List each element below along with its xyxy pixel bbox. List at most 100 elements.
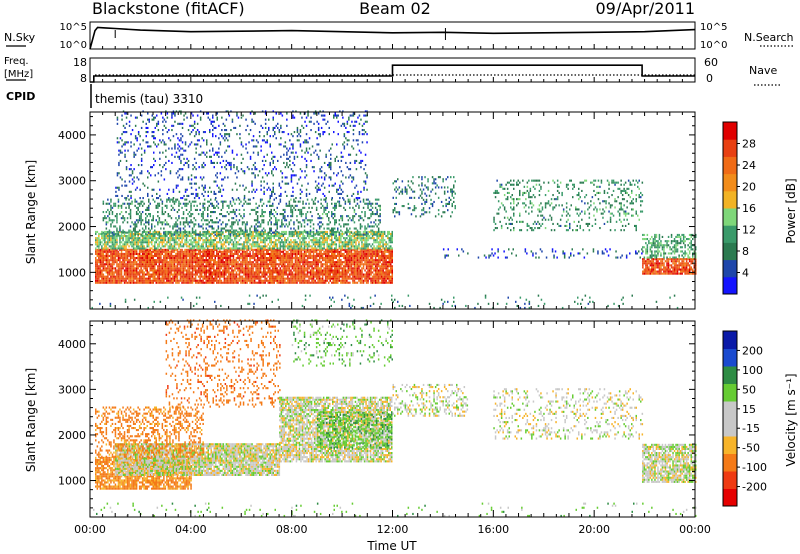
- data-cell: [374, 275, 377, 278]
- data-cell: [191, 267, 194, 270]
- data-cell: [306, 254, 309, 257]
- data-cell: [182, 230, 185, 233]
- data-cell: [355, 265, 357, 268]
- data-cell: [353, 235, 356, 238]
- data-cell: [158, 254, 161, 257]
- data-cell: [181, 277, 183, 280]
- data-cell: [352, 252, 354, 255]
- data-cell: [249, 271, 251, 274]
- data-cell: [175, 235, 177, 238]
- data-cell: [272, 273, 274, 276]
- data-cell: [196, 247, 198, 250]
- data-cell: [258, 235, 260, 238]
- data-cell: [256, 269, 259, 272]
- data-cell: [193, 237, 195, 240]
- data-cell: [259, 281, 262, 284]
- data-cell: [368, 269, 371, 272]
- data-cell: [116, 230, 118, 233]
- data-cell: [279, 269, 282, 272]
- data-cell: [138, 248, 141, 251]
- data-cell: [350, 254, 353, 257]
- data-cell: [244, 277, 247, 280]
- data-cell: [119, 230, 121, 233]
- data-cell: [278, 281, 280, 284]
- data-cell: [193, 261, 195, 264]
- data-cell: [362, 267, 365, 270]
- data-cell: [173, 275, 176, 278]
- data-cell: [288, 254, 291, 257]
- data-cell: [241, 257, 244, 260]
- data-cell: [246, 245, 248, 248]
- data-cell: [146, 230, 148, 233]
- data-cell: [126, 250, 129, 253]
- data-cell: [329, 275, 331, 278]
- data-cell: [196, 273, 198, 276]
- data-cell: [207, 213, 209, 216]
- data-cell: [231, 247, 233, 250]
- data-cell: [305, 261, 307, 264]
- data-cell: [256, 248, 259, 251]
- data-cell: [140, 281, 142, 284]
- data-cell: [240, 271, 242, 274]
- data-cell: [225, 239, 227, 242]
- data-cell: [338, 250, 341, 253]
- data-cell: [211, 277, 213, 280]
- data-cell: [211, 265, 213, 268]
- data-cell: [361, 275, 363, 278]
- data-cell: [166, 221, 168, 224]
- data-cell: [367, 273, 369, 276]
- data-cell: [368, 259, 371, 262]
- data-cell: [294, 259, 297, 262]
- data-cell: [315, 248, 318, 251]
- data-cell: [116, 279, 118, 282]
- data-cell: [287, 281, 289, 284]
- data-cell: [269, 263, 271, 266]
- data-cell: [246, 261, 248, 264]
- data-cell: [102, 219, 105, 222]
- data-cell: [359, 235, 362, 238]
- data-cell: [243, 261, 245, 264]
- data-cell: [253, 263, 256, 266]
- data-cell: [145, 241, 147, 244]
- data-cell: [197, 263, 200, 266]
- data-cell: [264, 265, 266, 268]
- data-cell: [377, 250, 380, 253]
- data-cell: [232, 221, 235, 224]
- data-cell: [234, 235, 236, 238]
- data-cell: [321, 252, 324, 255]
- data-cell: [131, 269, 133, 272]
- data-cell: [382, 275, 384, 278]
- data-cell: [146, 273, 148, 276]
- data-cell: [376, 261, 378, 264]
- data-cell: [358, 241, 360, 244]
- data-cell: [337, 237, 339, 240]
- data-cell: [216, 217, 218, 220]
- data-cell: [315, 237, 318, 240]
- data-cell: [358, 261, 360, 264]
- data-cell: [284, 267, 286, 270]
- data-cell: [185, 202, 188, 205]
- data-cell: [255, 277, 257, 280]
- data-cell: [167, 257, 170, 260]
- data-cell: [328, 248, 330, 251]
- data-cell: [166, 243, 168, 246]
- data-cell: [113, 254, 115, 257]
- data-cell: [314, 247, 316, 250]
- data-cell: [315, 269, 318, 272]
- data-cell: [379, 250, 381, 253]
- data-cell: [355, 269, 357, 272]
- data-cell: [163, 241, 165, 244]
- data-cell: [266, 245, 268, 248]
- data-cell: [355, 245, 357, 248]
- data-cell: [225, 279, 227, 282]
- data-cell: [128, 241, 130, 244]
- data-cell: [104, 269, 106, 272]
- data-cell: [320, 261, 322, 264]
- data-cell: [110, 198, 112, 201]
- data-cell: [269, 277, 271, 280]
- data-cell: [385, 259, 387, 262]
- data-cell: [231, 243, 233, 246]
- data-cell: [338, 254, 341, 257]
- data-cell: [294, 257, 297, 260]
- data-cell: [128, 250, 130, 253]
